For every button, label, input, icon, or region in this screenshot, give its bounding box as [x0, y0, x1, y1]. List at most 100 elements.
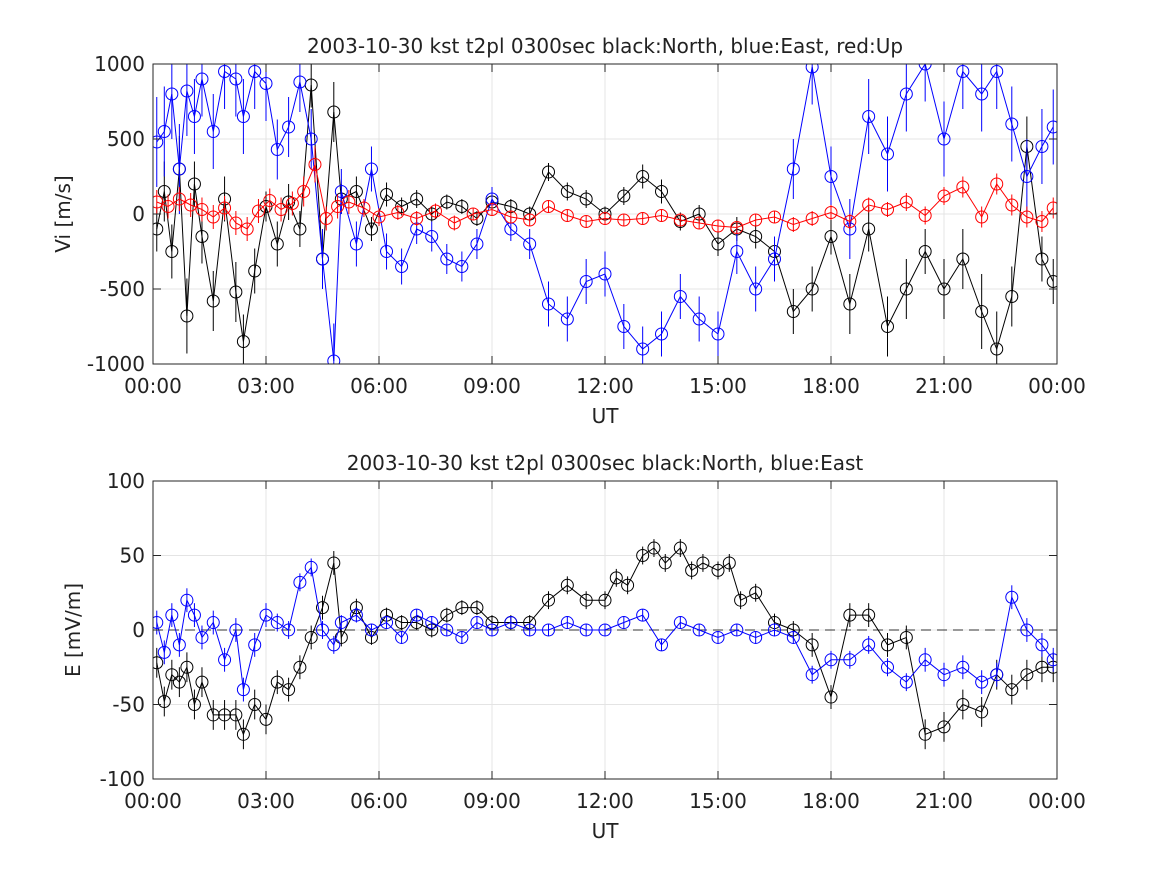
data-point	[673, 541, 687, 555]
y-tick-label: -100	[100, 767, 145, 791]
y-tick-label: 100	[107, 469, 145, 493]
data-point	[918, 245, 932, 258]
data-point	[157, 695, 171, 709]
data-point	[636, 170, 650, 183]
data-point	[824, 170, 838, 183]
x-tick-label: 00:00	[124, 374, 182, 398]
data-point	[711, 630, 725, 644]
data-point	[229, 216, 243, 230]
data-point	[391, 206, 405, 219]
data-point	[470, 212, 484, 225]
data-point	[187, 608, 201, 622]
data-point	[293, 75, 307, 89]
data-point	[165, 87, 179, 101]
data-point	[768, 210, 781, 224]
data-point	[655, 327, 668, 341]
y-tick-label: -500	[100, 277, 145, 301]
data-point	[259, 608, 273, 622]
data-point	[153, 195, 164, 209]
chart-panel-efield: 00:00 03:00 06:00 09:00 12:00 15:00 18:00 21:00…	[61, 451, 1086, 843]
data-point	[331, 200, 345, 213]
data-point	[1046, 275, 1057, 288]
data-point	[485, 203, 499, 216]
data-point	[229, 72, 243, 86]
data-point	[975, 305, 989, 318]
data-point	[316, 601, 329, 615]
data-point	[749, 282, 763, 296]
data-point	[470, 237, 484, 251]
data-point	[218, 201, 232, 215]
series-up	[153, 146, 1057, 241]
data-point	[862, 198, 876, 212]
data-point	[263, 194, 277, 207]
data-point	[304, 132, 318, 146]
series-line	[156, 566, 1054, 690]
data-point	[395, 616, 409, 630]
data-point	[380, 188, 394, 201]
data-point	[843, 653, 857, 667]
data-point	[157, 185, 171, 198]
data-point	[308, 158, 322, 171]
data-point	[560, 578, 574, 592]
plot-area	[153, 64, 1057, 364]
data-point	[319, 212, 333, 225]
data-point	[349, 608, 363, 622]
data-point	[334, 616, 348, 630]
data-point	[598, 212, 612, 225]
data-point	[229, 623, 243, 637]
data-point	[673, 290, 687, 303]
data-point	[730, 221, 744, 234]
data-point	[282, 623, 296, 637]
x-tick-label: 00:00	[1028, 374, 1086, 398]
y-axis-label: Vi [m/s]	[51, 175, 75, 252]
data-point	[440, 252, 454, 266]
data-point	[673, 616, 687, 630]
data-point	[636, 212, 650, 225]
data-point	[293, 222, 307, 236]
data-point	[229, 708, 243, 722]
data-point	[357, 201, 371, 215]
data-point	[440, 608, 454, 622]
series-east	[153, 558, 1057, 702]
y-tick-label: 500	[107, 127, 145, 151]
data-point	[824, 206, 838, 219]
data-point	[918, 727, 932, 741]
data-point	[692, 623, 706, 637]
data-point	[455, 260, 469, 273]
data-point	[824, 230, 838, 243]
data-point	[316, 623, 329, 637]
data-point	[560, 209, 574, 222]
data-point	[881, 147, 894, 161]
data-point	[692, 312, 706, 326]
data-point	[786, 630, 800, 644]
data-point	[270, 143, 284, 156]
data-point	[786, 162, 800, 176]
data-point	[696, 556, 710, 570]
data-point	[1035, 660, 1049, 674]
data-point	[180, 660, 194, 674]
data-point	[466, 207, 480, 221]
y-tick-label: 0	[132, 618, 145, 642]
data-point	[937, 132, 951, 146]
data-point	[282, 683, 296, 697]
data-point	[937, 189, 951, 203]
data-point	[730, 623, 744, 637]
data-point	[862, 222, 876, 236]
data-point	[248, 638, 262, 652]
data-point	[195, 630, 209, 644]
data-point	[172, 675, 186, 689]
data-point	[327, 354, 341, 364]
data-point	[180, 593, 194, 607]
data-point	[542, 623, 555, 637]
data-point	[259, 712, 273, 726]
data-point	[410, 212, 424, 225]
data-point	[240, 222, 254, 236]
data-point	[1035, 215, 1049, 228]
data-point	[327, 556, 341, 570]
data-point	[711, 327, 725, 341]
data-point	[364, 222, 378, 236]
series-line	[156, 64, 1054, 362]
data-point	[990, 668, 1004, 682]
data-point	[297, 185, 311, 198]
data-point	[734, 593, 748, 607]
